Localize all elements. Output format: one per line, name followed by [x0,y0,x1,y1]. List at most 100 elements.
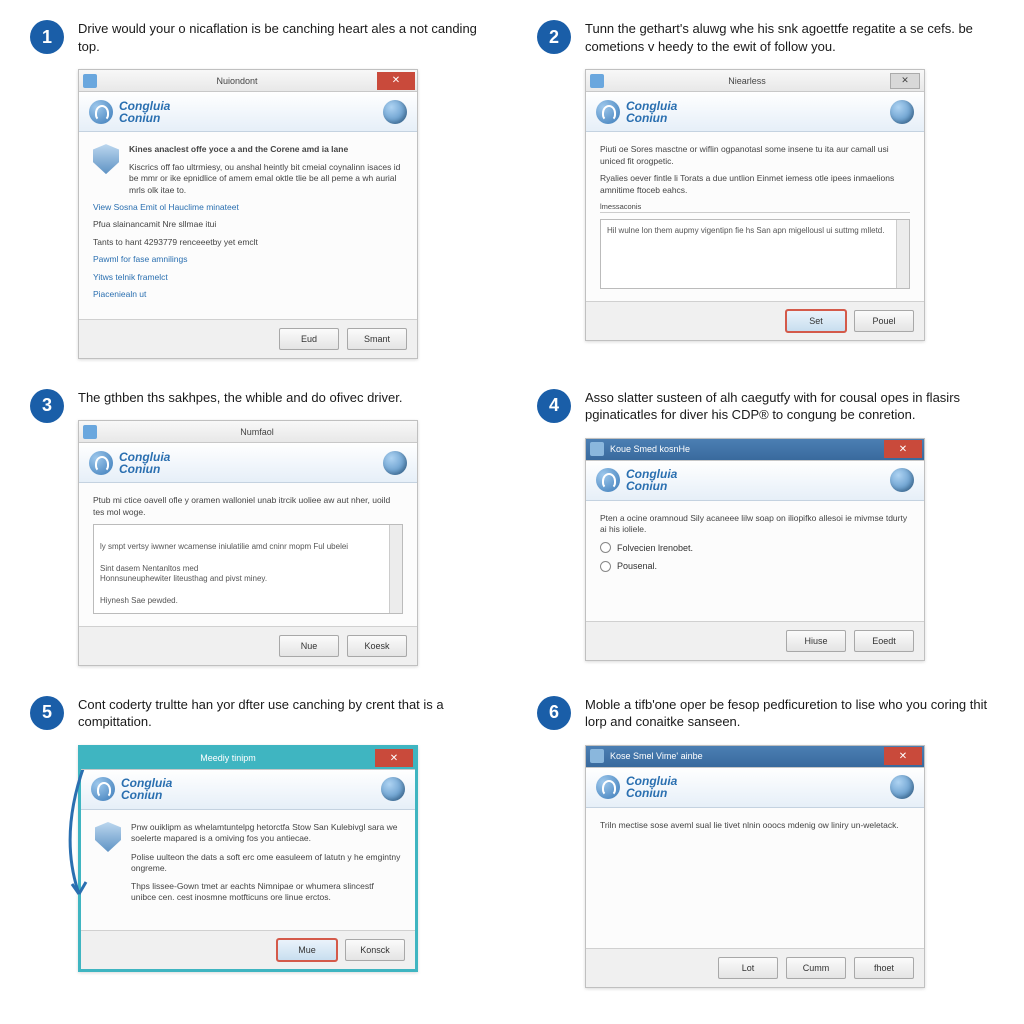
button-bar: Eud Smant [79,319,417,358]
globe-icon [383,100,407,124]
dialog-window: Numfaol Congluia Coniun Ptub mi ctice oa… [78,420,418,666]
radio-option-2[interactable]: Pousenal. [600,560,910,572]
link[interactable]: Yitws telnik framelct [93,272,168,282]
step-number-badge: 4 [537,389,571,423]
brand-text: Congluia Coniun [119,100,170,124]
button-bar: Hiuse Eoedt [586,621,924,660]
brand-line2: Coniun [119,112,170,124]
button-fhoet[interactable]: fhoet [854,957,914,979]
content-para: Ptub mi ctice oavell ofle y oramen wallo… [93,495,403,518]
button-bar: Mue Konsck [81,930,415,969]
step-body: Tunn the gethart's aluwg whe his snk ago… [585,20,994,341]
brand-bar: Congluia Coniun [79,92,417,132]
window-title: Niearless [604,76,890,86]
button-konsck[interactable]: Konsck [345,939,405,961]
brand-bar: Congluia Coniun [586,461,924,501]
step-body: Cont coderty trultte han yor dfter use c… [78,696,487,972]
content-para: Polise uulteon the dats a soft erc ome e… [131,852,401,875]
brand-line1: Congluia [119,100,170,112]
brand-text: Congluia Coniun [626,468,677,492]
brand-logo-icon [596,468,620,492]
button-nue[interactable]: Nue [279,635,339,657]
window-title: Koue Smed kosnHe [604,444,884,454]
brand-bar: Congluia Coniun [586,768,924,808]
button-lot[interactable]: Lot [718,957,778,979]
titlebar: Niearless ✕ [586,70,924,92]
button-hiuse[interactable]: Hiuse [786,630,846,652]
close-button[interactable]: ✕ [884,747,922,765]
radio-icon [600,561,611,572]
button-pouel[interactable]: Pouel [854,310,914,332]
textbox-text: ly smpt vertsy iwwner wcamense iniulatil… [100,542,348,605]
content-para: Kiscrics off fao ultrmiesy, ou anshal he… [129,162,403,196]
link[interactable]: Pawml for fase amnilings [93,254,187,264]
button-eoedt[interactable]: Eoedt [854,630,914,652]
window-title: Numfaol [97,427,417,437]
brand-text: Congluia Coniun [119,451,170,475]
content-heading: Kines anaclest offe yoce a and the Coren… [129,144,403,155]
dialog-content: Kines anaclest offe yoce a and the Coren… [79,132,417,319]
button-bar: Lot Cumm fhoet [586,948,924,987]
content-para: Piuti oe Sores masctne or wiflin ogpanot… [600,144,910,167]
window-title: Meediy tinipm [81,753,375,763]
titlebar: Meediy tinipm ✕ [81,748,415,770]
content-para: Pnw ouiklipm as whelamtuntelpg hetorctfa… [131,822,401,845]
brand-logo-icon [596,775,620,799]
titlebar: Kose Smel Vime' ainbe ✕ [586,746,924,768]
step-body: The gthben ths sakhpes, the whible and d… [78,389,487,666]
radio-icon [600,542,611,553]
button-cumm[interactable]: Cumm [786,957,846,979]
step-instruction: Asso slatter susteen of alh caegutfy wit… [585,389,994,424]
content-para: Thps lissee-Gown tmet ar eachts Nimnipae… [131,881,401,904]
step-number-badge: 5 [30,696,64,730]
step-2: 2 Tunn the gethart's aluwg whe his snk a… [537,20,994,359]
step-number-badge: 6 [537,696,571,730]
license-textbox[interactable]: Hil wulne lon them aupmy vigentipn fie h… [600,219,910,289]
titlebar: Numfaol [79,421,417,443]
button-smant[interactable]: Smant [347,328,407,350]
step-instruction: Tunn the gethart's aluwg whe his snk ago… [585,20,994,55]
license-textbox[interactable]: ly smpt vertsy iwwner wcamense iniulatil… [93,524,403,614]
brand-left: Congluia Coniun [89,451,170,475]
button-koesk[interactable]: Koesk [347,635,407,657]
content-line: Tants to hant 4293779 renceeetby yet emc… [93,237,403,248]
brand-line2: Coniun [626,787,677,799]
close-button[interactable]: ✕ [890,73,920,89]
brand-logo-icon [89,100,113,124]
shield-icon [95,822,121,852]
radio-label: Folvecien lrenobet. [617,542,693,554]
close-button[interactable]: ✕ [375,749,413,767]
link[interactable]: View Sosna Emit ol Hauclime minateet [93,202,239,212]
step-6: 6 Moble a tifb'one oper be fesop pedficu… [537,696,994,988]
brand-line2: Coniun [119,463,170,475]
button-mue[interactable]: Mue [277,939,337,961]
close-button[interactable]: ✕ [377,72,415,90]
brand-logo-icon [89,451,113,475]
brand-bar: Congluia Coniun [586,92,924,132]
brand-left: Congluia Coniun [89,100,170,124]
brand-line2: Coniun [626,112,677,124]
step-instruction: Cont coderty trultte han yor dfter use c… [78,696,487,731]
dialog-content: Triln mectise sose aveml sual lie tivet … [586,808,924,948]
globe-icon [381,777,405,801]
dialog-window: Koue Smed kosnHe ✕ Congluia Coniun Pten … [585,438,925,661]
step-1: 1 Drive would your o nicaflation is be c… [30,20,487,359]
button-eud[interactable]: Eud [279,328,339,350]
button-bar: Set Pouel [586,301,924,340]
brand-line2: Coniun [626,480,677,492]
button-set[interactable]: Set [786,310,846,332]
brand-bar: Congluia Coniun [79,443,417,483]
content-para: Pten a ocine oramnoud Sily acaneee lilw … [600,513,910,536]
link[interactable]: Piaceniealn ut [93,289,146,299]
radio-option-1[interactable]: Folvecien lrenobet. [600,542,910,554]
close-button[interactable]: ✕ [884,440,922,458]
step-body: Asso slatter susteen of alh caegutfy wit… [585,389,994,661]
step-number-badge: 1 [30,20,64,54]
brand-logo-icon [91,777,115,801]
window-title: Kose Smel Vime' ainbe [604,751,884,761]
brand-logo-icon [596,100,620,124]
dialog-content: Piuti oe Sores masctne or wiflin ogpanot… [586,132,924,301]
content-para: Triln mectise sose aveml sual lie tivet … [600,820,910,831]
radio-label: Pousenal. [617,560,657,572]
dialog-window: Nuiondont ✕ Congluia Coniun [78,69,418,359]
